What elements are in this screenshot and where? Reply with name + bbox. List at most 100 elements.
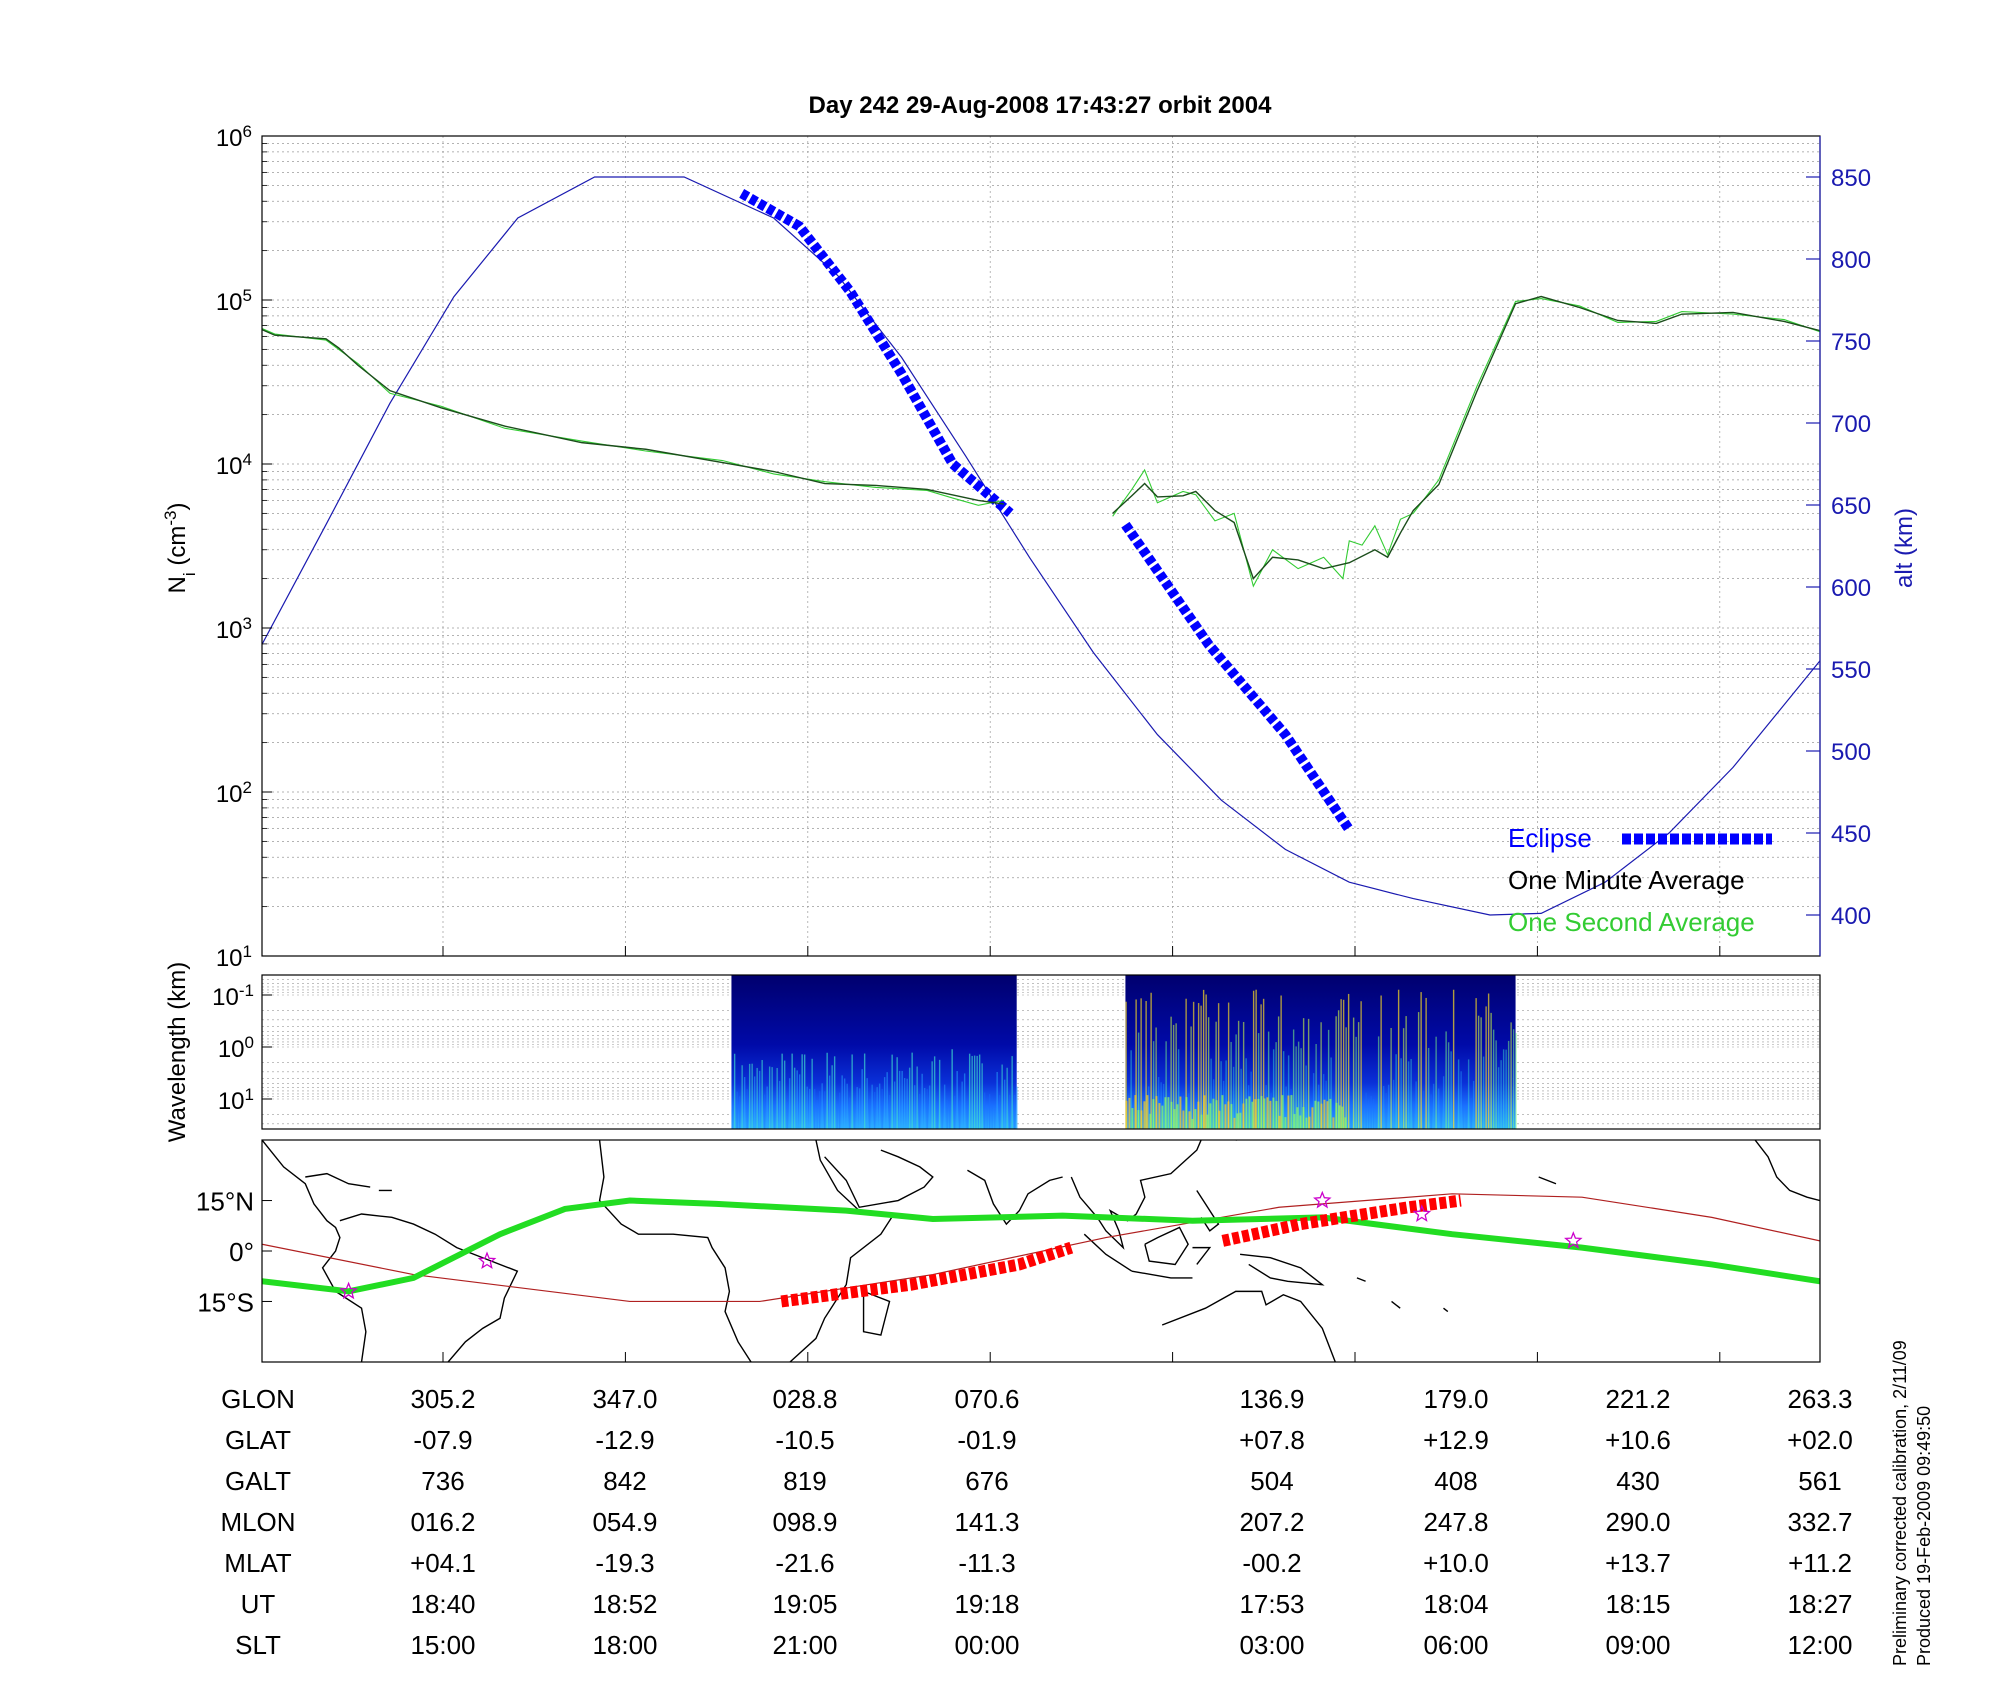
- spectrogram-column: [1150, 992, 1152, 1129]
- spectrogram-column: [1432, 1083, 1435, 1129]
- spectrogram-column: [756, 1067, 758, 1129]
- spectrogram-column: [1245, 1058, 1247, 1129]
- table-cell: 18:40: [410, 1589, 475, 1619]
- spectrogram-hot-column: [1263, 1098, 1266, 1129]
- spectrogram-hot-column: [1173, 1109, 1176, 1129]
- table-cell: 207.2: [1239, 1507, 1304, 1537]
- table-cell: -01.9: [957, 1425, 1016, 1455]
- spectrogram-column: [1255, 989, 1257, 1129]
- spectrogram-column: [1510, 1022, 1512, 1129]
- spectrogram-column: [1260, 1004, 1262, 1129]
- tick-exponent: 4: [243, 450, 252, 469]
- spectrogram-column: [1472, 1080, 1475, 1129]
- table-cell: 00:00: [954, 1630, 1019, 1660]
- spectrogram-column: [1475, 998, 1477, 1129]
- table-cell: +12.9: [1423, 1425, 1489, 1455]
- spectrogram-column: [1202, 989, 1205, 1129]
- spectrogram-column: [1205, 994, 1207, 1129]
- spectrogram-column: [1387, 1084, 1390, 1129]
- spectrogram-column: [1006, 1067, 1008, 1129]
- spectrogram-column: [1152, 1041, 1155, 1129]
- spectrogram-column: [1155, 1027, 1157, 1129]
- spectrogram-hot-column: [1269, 1100, 1272, 1129]
- spectrogram-column: [1492, 1029, 1495, 1129]
- spectrogram-column: [916, 1066, 918, 1129]
- spectrogram-column: [1250, 1071, 1252, 1129]
- spectrogram-hot-column: [1305, 1117, 1308, 1129]
- spectrogram-column: [823, 1091, 826, 1129]
- table-row-label: MLAT: [224, 1548, 292, 1578]
- spectrogram-column: [948, 1104, 951, 1129]
- spectrogram-column: [1130, 1050, 1132, 1129]
- spectrogram-column: [958, 1100, 961, 1129]
- tick-base: 10: [218, 1088, 245, 1115]
- tick-base: 10: [216, 945, 243, 972]
- spectrogram-column: [758, 1070, 761, 1129]
- spectrogram-hot-column: [1326, 1101, 1329, 1129]
- spectrogram-column: [1147, 1086, 1150, 1129]
- spectrogram-column: [1207, 1017, 1210, 1129]
- spectrogram-hot-column: [1296, 1107, 1299, 1129]
- spectrogram-column: [1435, 1036, 1437, 1129]
- altitude-line: [261, 176, 1821, 916]
- eclipse-segment: [1121, 521, 1354, 833]
- eclipse-markers: [739, 189, 1354, 833]
- coastline: [1754, 1140, 1820, 1202]
- spectrogram-column: [881, 1089, 883, 1129]
- spectrogram-column: [863, 1053, 866, 1129]
- spectrogram-column: [1170, 1016, 1172, 1129]
- coastline: [862, 1290, 891, 1336]
- spectrogram-column: [1327, 1029, 1330, 1129]
- spectrogram-column: [926, 1089, 928, 1129]
- spectrogram-column: [1487, 993, 1490, 1129]
- spectrogram-hot-column: [1155, 1096, 1158, 1129]
- spectrogram-column: [1295, 1046, 1297, 1129]
- spectrogram-column: [1440, 1099, 1442, 1129]
- density-y-tick-label: 101: [216, 942, 252, 973]
- table-cell: -11.3: [958, 1548, 1015, 1578]
- map-y-tick-label: 15°S: [197, 1287, 254, 1317]
- spectrogram-column: [791, 1053, 793, 1129]
- table-row-label: GLON: [221, 1384, 295, 1414]
- spectrogram-plot-area: [262, 975, 1820, 1129]
- spectrogram-hot-column: [1164, 1097, 1167, 1129]
- coastline: [1391, 1300, 1401, 1309]
- table-cell: -07.9: [413, 1425, 472, 1455]
- table-cell: 179.0: [1423, 1384, 1488, 1414]
- spectrogram-column: [1157, 1077, 1160, 1129]
- spectrogram-column: [818, 1091, 821, 1129]
- spectrogram-column: [833, 1056, 836, 1129]
- spectrogram-column: [1172, 1024, 1175, 1129]
- spectrogram-column: [1362, 1104, 1365, 1129]
- spectrogram-hot-column: [1158, 1103, 1161, 1129]
- table-cell: 561: [1798, 1466, 1841, 1496]
- spectrogram-column: [903, 1078, 906, 1129]
- spectrogram-column: [871, 1084, 873, 1129]
- coastline: [1240, 1253, 1325, 1286]
- table-cell: 247.8: [1423, 1507, 1488, 1537]
- spectrogram-column: [1350, 1105, 1352, 1129]
- spectrogram-y-tick-label: 100: [218, 1033, 254, 1064]
- spectrogram-column: [1405, 1016, 1407, 1129]
- tick-base: 10: [216, 289, 243, 316]
- spectrogram-column: [893, 1081, 896, 1129]
- spectrogram-hot-column: [1230, 1104, 1233, 1129]
- spectrogram-hot-column: [1239, 1112, 1242, 1129]
- spectrogram-column: [768, 1066, 771, 1129]
- table-cell: 070.6: [954, 1384, 1019, 1414]
- spectrogram-column: [1292, 1029, 1295, 1129]
- table-cell: +10.6: [1605, 1425, 1671, 1455]
- spectrogram-hot-column: [1206, 1114, 1209, 1129]
- spectrogram-column: [1242, 1021, 1245, 1129]
- spectrogram-column: [873, 1091, 876, 1129]
- spectrogram-hot-column: [1137, 1110, 1140, 1129]
- spectrogram-hot-column: [1149, 1113, 1152, 1129]
- spectrogram-column: [1235, 1034, 1237, 1129]
- spectrogram-hot-column: [1299, 1115, 1302, 1129]
- table-cell: 03:00: [1239, 1630, 1304, 1660]
- spectrogram-hot-column: [1275, 1101, 1278, 1129]
- table-cell: 290.0: [1605, 1507, 1670, 1537]
- spectrogram-hot-column: [1302, 1106, 1305, 1129]
- table-row-label: MLON: [220, 1507, 295, 1537]
